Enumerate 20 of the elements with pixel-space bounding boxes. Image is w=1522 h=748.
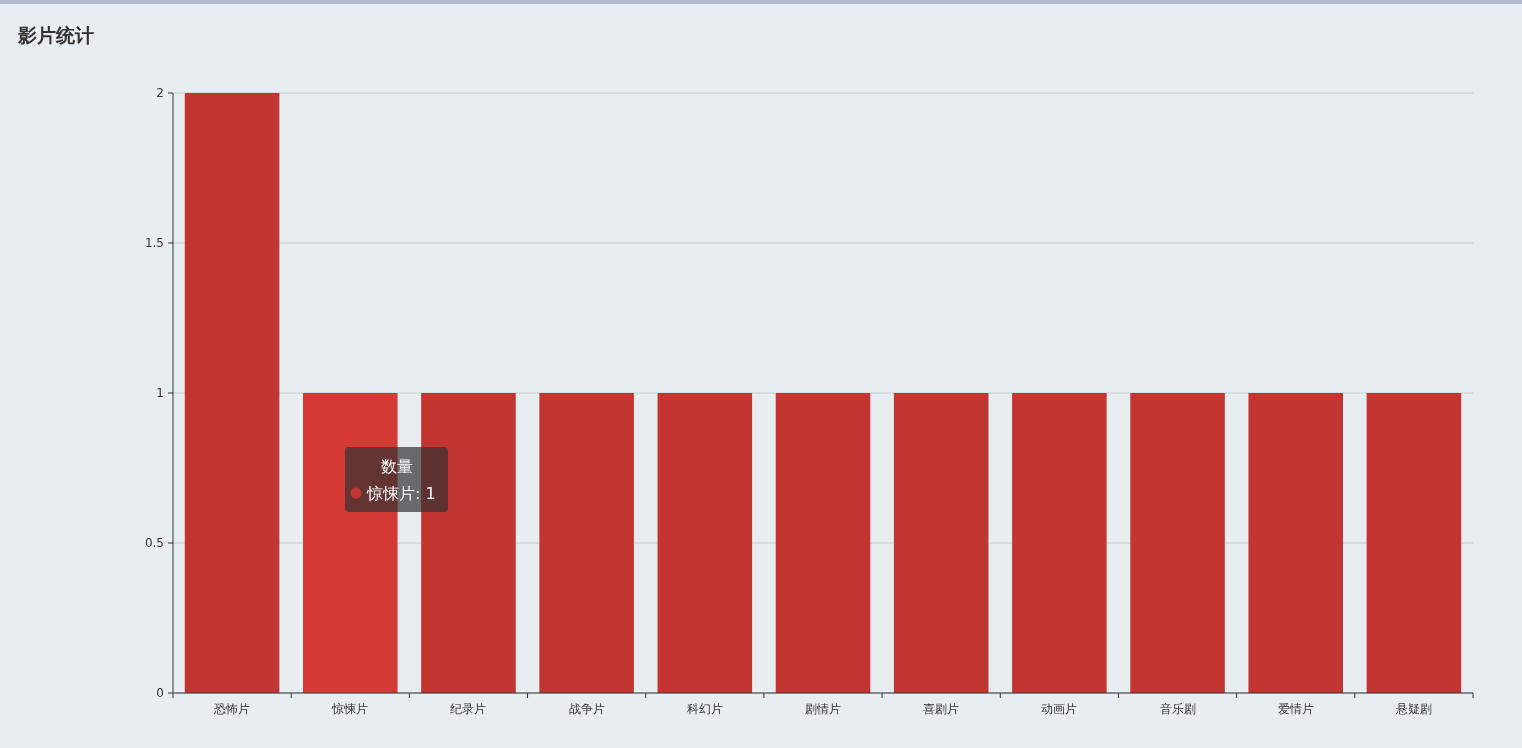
x-tick-label: 惊悚片 bbox=[331, 702, 369, 716]
x-tick-label: 恐怖片 bbox=[213, 702, 251, 716]
y-tick-label: 1 bbox=[156, 386, 164, 400]
annotation: 惊悚片: 1 bbox=[366, 484, 436, 503]
x-tick-label: 战争片 bbox=[568, 702, 605, 716]
x-tick-label: 喜剧片 bbox=[923, 702, 960, 716]
y-tick-label: 0 bbox=[156, 686, 164, 700]
x-tick-label: 爱情片 bbox=[1277, 702, 1314, 716]
y-tick-label: 0.5 bbox=[144, 536, 164, 550]
x-tick-label: 悬疑剧 bbox=[1394, 702, 1432, 716]
x-tick-label: 剧情片 bbox=[805, 702, 841, 716]
x-tick-label: 音乐剧 bbox=[1159, 702, 1196, 716]
x-tick-label: 科幻片 bbox=[686, 702, 723, 716]
chart-title: 影片统计 bbox=[17, 24, 94, 46]
y-tick-label: 1.5 bbox=[144, 236, 164, 250]
tooltip: 数量 惊悚片: 1 bbox=[345, 447, 448, 512]
y-tick-label: 2 bbox=[156, 86, 164, 100]
x-tick-label: 动画片 bbox=[1041, 702, 1078, 716]
x-tick-label: 纪录片 bbox=[450, 702, 487, 716]
series-label: 数量 bbox=[381, 457, 413, 476]
